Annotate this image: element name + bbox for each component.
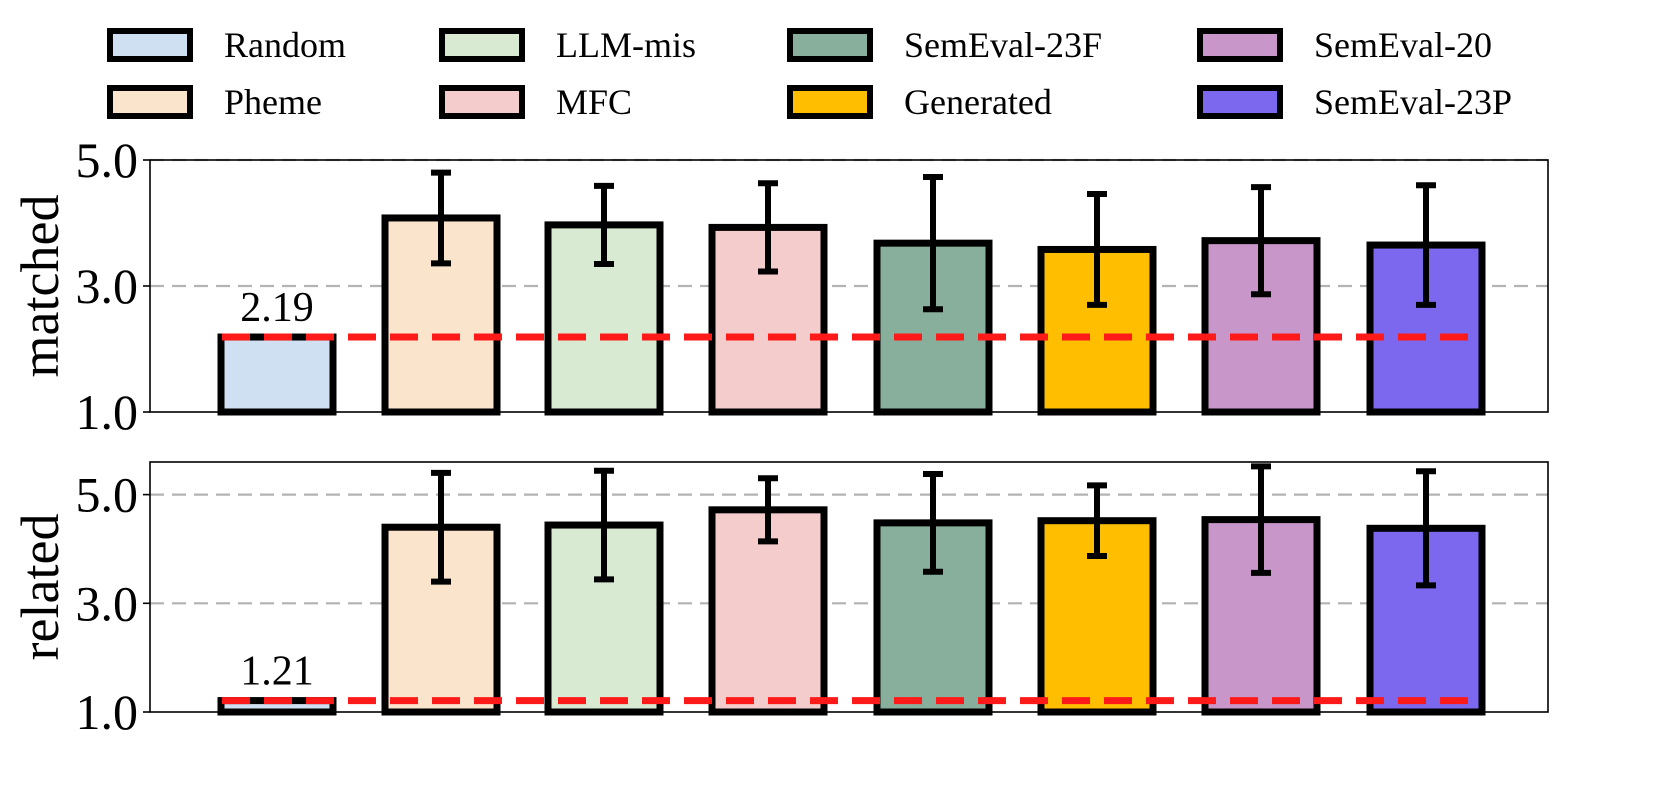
y-axis-label: related: [10, 514, 70, 661]
y-tick-label: 5.0: [76, 467, 139, 523]
y-tick-label: 3.0: [76, 258, 139, 314]
legend-label-random: Random: [224, 25, 346, 65]
y-tick-label: 1.0: [76, 684, 139, 740]
legend-swatch-random: [107, 28, 193, 62]
legend-label-semeval-20: SemEval-20: [1314, 25, 1492, 65]
legend-label-semeval-23p: SemEval-23P: [1314, 82, 1512, 122]
legend-label-mfc: MFC: [556, 82, 632, 122]
bar-semeval-23p: [1366, 524, 1486, 716]
legend-label-llm-mis: LLM-mis: [556, 25, 696, 65]
legend: Random LLM-mis SemEval-23F SemEval-20 Pheme M…: [107, 25, 1512, 122]
legend-label-generated: Generated: [904, 82, 1052, 122]
y-tick-label: 1.0: [76, 384, 139, 440]
legend-swatch-mfc: [439, 85, 525, 119]
y-tick-label: 5.0: [76, 132, 139, 188]
legend-swatch-semeval-23p: [1197, 85, 1283, 119]
legend-swatch-llm-mis: [439, 28, 525, 62]
legend-swatch-pheme: [107, 85, 193, 119]
y-axis-label: matched: [10, 195, 70, 378]
legend-label-pheme: Pheme: [224, 82, 322, 122]
legend-label-semeval-23f: SemEval-23F: [904, 25, 1102, 65]
bar-semeval-23p: [1366, 241, 1486, 416]
plot-frame: [149, 461, 1549, 713]
legend-swatch-semeval-23f: [787, 28, 873, 62]
bar-random: [217, 333, 337, 416]
data-label-random: 2.19: [240, 285, 314, 331]
legend-swatch-semeval-20: [1197, 28, 1283, 62]
legend-swatch-generated: [787, 85, 873, 119]
data-label-random: 1.21: [240, 649, 314, 695]
y-tick-label: 3.0: [76, 575, 139, 631]
